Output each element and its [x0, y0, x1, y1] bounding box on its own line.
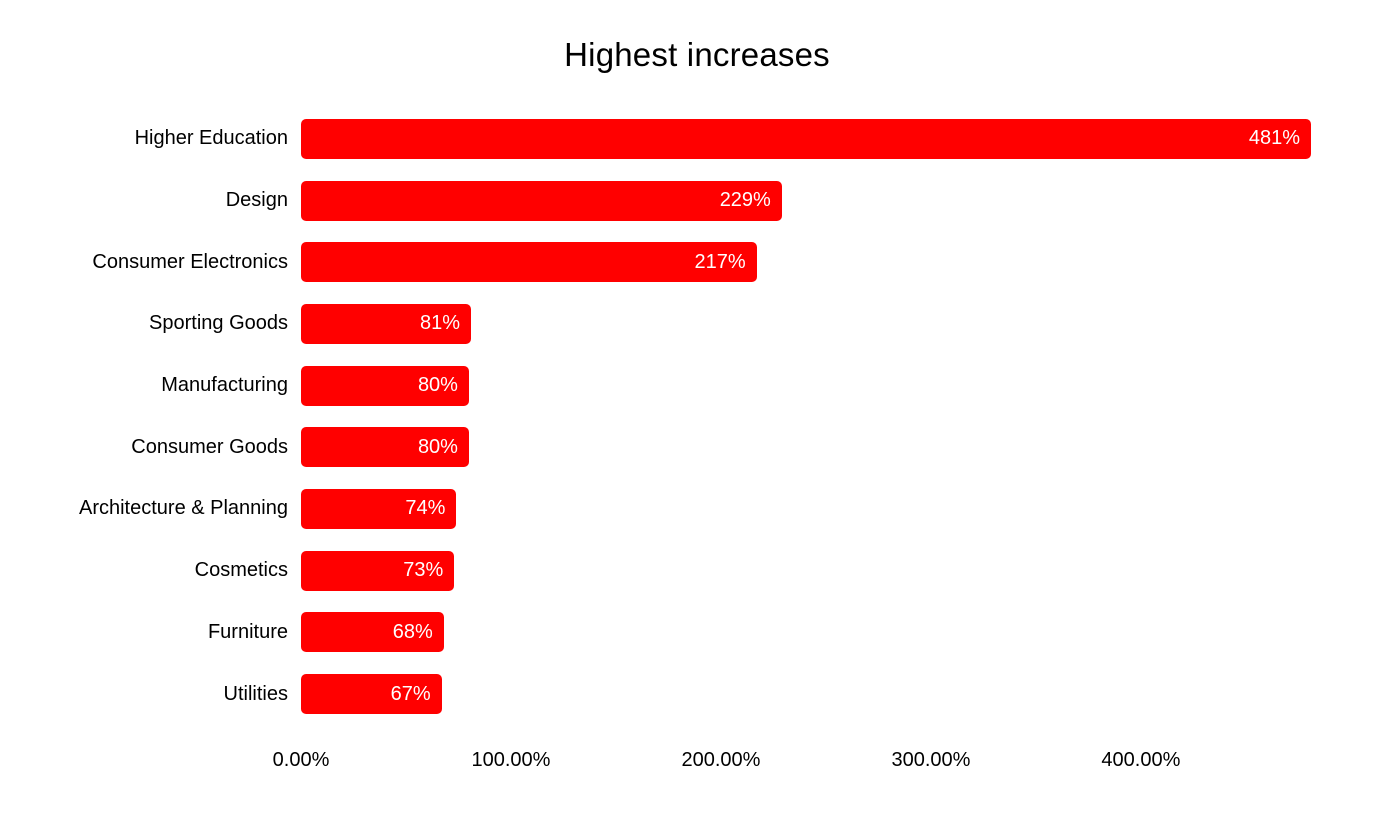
category-label: Consumer Electronics — [92, 250, 288, 273]
bar-track: 481% — [301, 118, 1311, 159]
plot-area: Higher Education 481% Design 229% Consumer E… — [0, 108, 1394, 725]
bar-track: 74% — [301, 488, 1311, 529]
chart-row: Higher Education 481% — [0, 108, 1394, 170]
bar-value-label: 217% — [694, 250, 746, 273]
category-label: Cosmetics — [194, 559, 288, 582]
x-tick-label: 400.00% — [1101, 748, 1181, 771]
bar-value-label: 68% — [392, 620, 433, 643]
category-label: Manufacturing — [161, 374, 288, 397]
chart-row: Utilities 67% — [0, 663, 1394, 725]
category-label: Consumer Goods — [131, 435, 288, 458]
bar-track: 80% — [301, 365, 1311, 406]
bar-value-label: 73% — [403, 559, 444, 582]
bar: 68% — [301, 612, 444, 653]
bar: 217% — [301, 242, 757, 283]
chart-row: Architecture & Planning 74% — [0, 478, 1394, 540]
bar: 73% — [301, 550, 455, 591]
bar-value-label: 481% — [1248, 127, 1300, 150]
bar: 80% — [301, 365, 469, 406]
bar: 229% — [301, 180, 782, 221]
category-label: Design — [225, 189, 288, 212]
bar-value-label: 67% — [390, 682, 431, 705]
bar-value-label: 81% — [420, 312, 461, 335]
bar-value-label: 229% — [719, 189, 771, 212]
bar: 81% — [301, 303, 472, 344]
category-label: Utilities — [223, 682, 288, 705]
bar-track: 67% — [301, 674, 1311, 715]
chart-row: Furniture 68% — [0, 602, 1394, 664]
category-label: Furniture — [207, 620, 288, 643]
bar-track: 217% — [301, 242, 1311, 283]
chart-row: Design 229% — [0, 170, 1394, 232]
bar-track: 73% — [301, 550, 1311, 591]
x-tick-label: 0.00% — [272, 748, 330, 771]
chart-row: Consumer Electronics 217% — [0, 231, 1394, 293]
bar: 67% — [301, 674, 442, 715]
category-label: Architecture & Planning — [78, 497, 288, 520]
bar: 74% — [301, 488, 457, 529]
x-tick-label: 100.00% — [471, 748, 551, 771]
bar-value-label: 80% — [417, 374, 458, 397]
chart-row: Cosmetics 73% — [0, 540, 1394, 602]
bar: 80% — [301, 427, 469, 468]
chart-row: Consumer Goods 80% — [0, 416, 1394, 478]
x-tick-label: 200.00% — [681, 748, 761, 771]
bar-value-label: 74% — [405, 497, 446, 520]
chart-row: Sporting Goods 81% — [0, 293, 1394, 355]
category-label: Sporting Goods — [149, 312, 288, 335]
bar-track: 68% — [301, 612, 1311, 653]
x-axis: 0.00% 100.00% 200.00% 300.00% 400.00% — [273, 748, 1311, 779]
x-tick-label: 300.00% — [891, 748, 971, 771]
category-label: Higher Education — [134, 127, 288, 150]
chart-row: Manufacturing 80% — [0, 355, 1394, 417]
bar-value-label: 80% — [417, 435, 458, 458]
bar-track: 80% — [301, 427, 1311, 468]
bar-track: 229% — [301, 180, 1311, 221]
bar: 481% — [301, 118, 1311, 159]
bar-track: 81% — [301, 303, 1311, 344]
chart-title: Highest increases — [564, 36, 830, 73]
